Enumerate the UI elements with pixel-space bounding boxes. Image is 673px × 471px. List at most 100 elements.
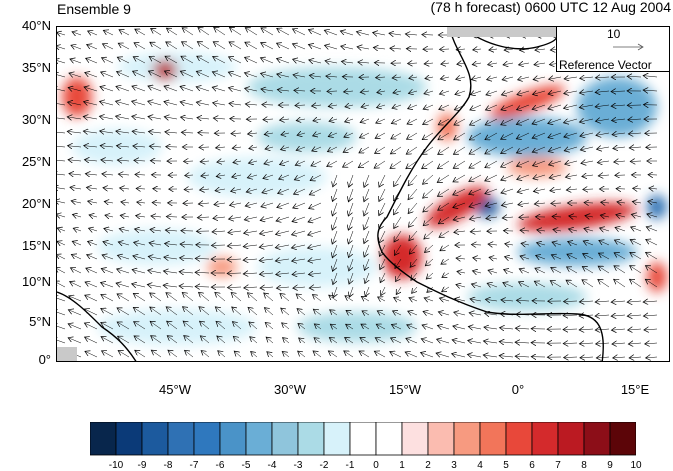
wind-vector [520, 230, 530, 231]
wind-vector [57, 187, 66, 189]
wind-vector [564, 119, 578, 123]
wind-vector [611, 301, 626, 302]
wind-vector [282, 323, 290, 330]
wind-vector [501, 104, 514, 110]
wind-vector [229, 27, 242, 36]
wind-vector [57, 174, 66, 175]
colorbar-label: 2 [425, 460, 431, 471]
wind-vector [470, 118, 482, 125]
wind-vector [563, 315, 578, 316]
wind-vector [409, 244, 418, 254]
wind-vector [117, 255, 130, 259]
wind-vector [643, 315, 658, 316]
wind-vector [227, 245, 242, 246]
wind-vector [72, 215, 82, 218]
wind-vector [230, 203, 242, 205]
wind-vector [85, 295, 98, 302]
wind-vector [117, 294, 130, 302]
wind-vector [344, 351, 354, 358]
wind-vector [327, 91, 338, 92]
wind-vector [584, 203, 594, 204]
wind-vector [501, 174, 514, 180]
wind-vector [243, 245, 258, 247]
wind-vector [469, 174, 482, 182]
wind-vector [628, 343, 642, 344]
wind-vector [182, 42, 194, 50]
colorbar-label: -10 [108, 460, 124, 471]
wind-vector [329, 295, 338, 302]
wind-vector [612, 119, 626, 121]
wind-vector [485, 188, 498, 194]
wind-vector [120, 215, 130, 217]
colorbar-swatch [479, 422, 507, 456]
wind-vector [452, 340, 466, 343]
anomaly-patch [297, 312, 417, 342]
anomaly-patch [117, 52, 237, 82]
wind-vector [585, 216, 594, 217]
wind-vector [195, 287, 210, 288]
wind-vector [502, 77, 514, 80]
wind-vector [349, 272, 353, 284]
wind-vector [611, 105, 626, 106]
anomaly-patch [97, 229, 217, 265]
wind-vector [197, 217, 210, 218]
wind-vector [564, 357, 578, 358]
wind-vector [563, 343, 578, 344]
wind-vector [377, 105, 386, 108]
wind-vector [116, 86, 130, 92]
wind-vector [68, 146, 82, 147]
wind-vector [280, 119, 290, 120]
wind-vector [504, 49, 514, 50]
wind-vector [408, 202, 418, 214]
wind-vector [438, 118, 450, 125]
wind-vector [164, 71, 178, 78]
wind-vector [438, 312, 450, 315]
wind-vector [365, 286, 369, 297]
wind-vector [57, 74, 66, 77]
wind-vector [471, 284, 482, 287]
wind-vector [116, 146, 130, 147]
wind-vector [423, 105, 434, 109]
wind-vector [214, 203, 226, 205]
wind-vector [325, 45, 338, 49]
wind-vector [180, 71, 194, 78]
wind-vector [627, 76, 642, 77]
wind-vector [279, 175, 290, 179]
wind-vector [501, 203, 514, 206]
wind-vector [345, 119, 354, 122]
wind-vector [180, 258, 194, 259]
wind-vector [421, 339, 434, 344]
wind-vector [245, 57, 258, 64]
wind-vector [344, 91, 354, 92]
wind-vector [644, 329, 658, 330]
wind-vector [57, 132, 66, 134]
wind-vector [291, 245, 306, 248]
wind-vector [134, 322, 146, 330]
wind-vector [294, 90, 306, 91]
wind-vector [313, 133, 322, 136]
wind-vector [132, 86, 146, 92]
wind-vector [381, 286, 385, 296]
wind-vector [332, 216, 338, 230]
wind-vector [454, 312, 466, 315]
wind-vector [84, 309, 98, 316]
wind-vector [406, 160, 418, 169]
anomaly-patch [97, 309, 257, 345]
colorbar-label: 6 [529, 460, 535, 471]
wind-vector [517, 189, 530, 192]
wind-vector [595, 301, 610, 302]
wind-vector [215, 189, 226, 191]
wind-vector [340, 31, 354, 35]
wind-vector [68, 324, 82, 330]
wind-vector [326, 76, 338, 77]
wind-vector [244, 217, 258, 220]
wind-vector [360, 91, 370, 92]
wind-vector [57, 311, 66, 316]
wind-vector [135, 350, 146, 358]
wind-vector [118, 336, 130, 344]
wind-vector [119, 229, 130, 231]
wind-vector [100, 131, 114, 133]
wind-vector [244, 287, 258, 288]
wind-vector [503, 283, 514, 288]
wind-vector [101, 72, 114, 78]
